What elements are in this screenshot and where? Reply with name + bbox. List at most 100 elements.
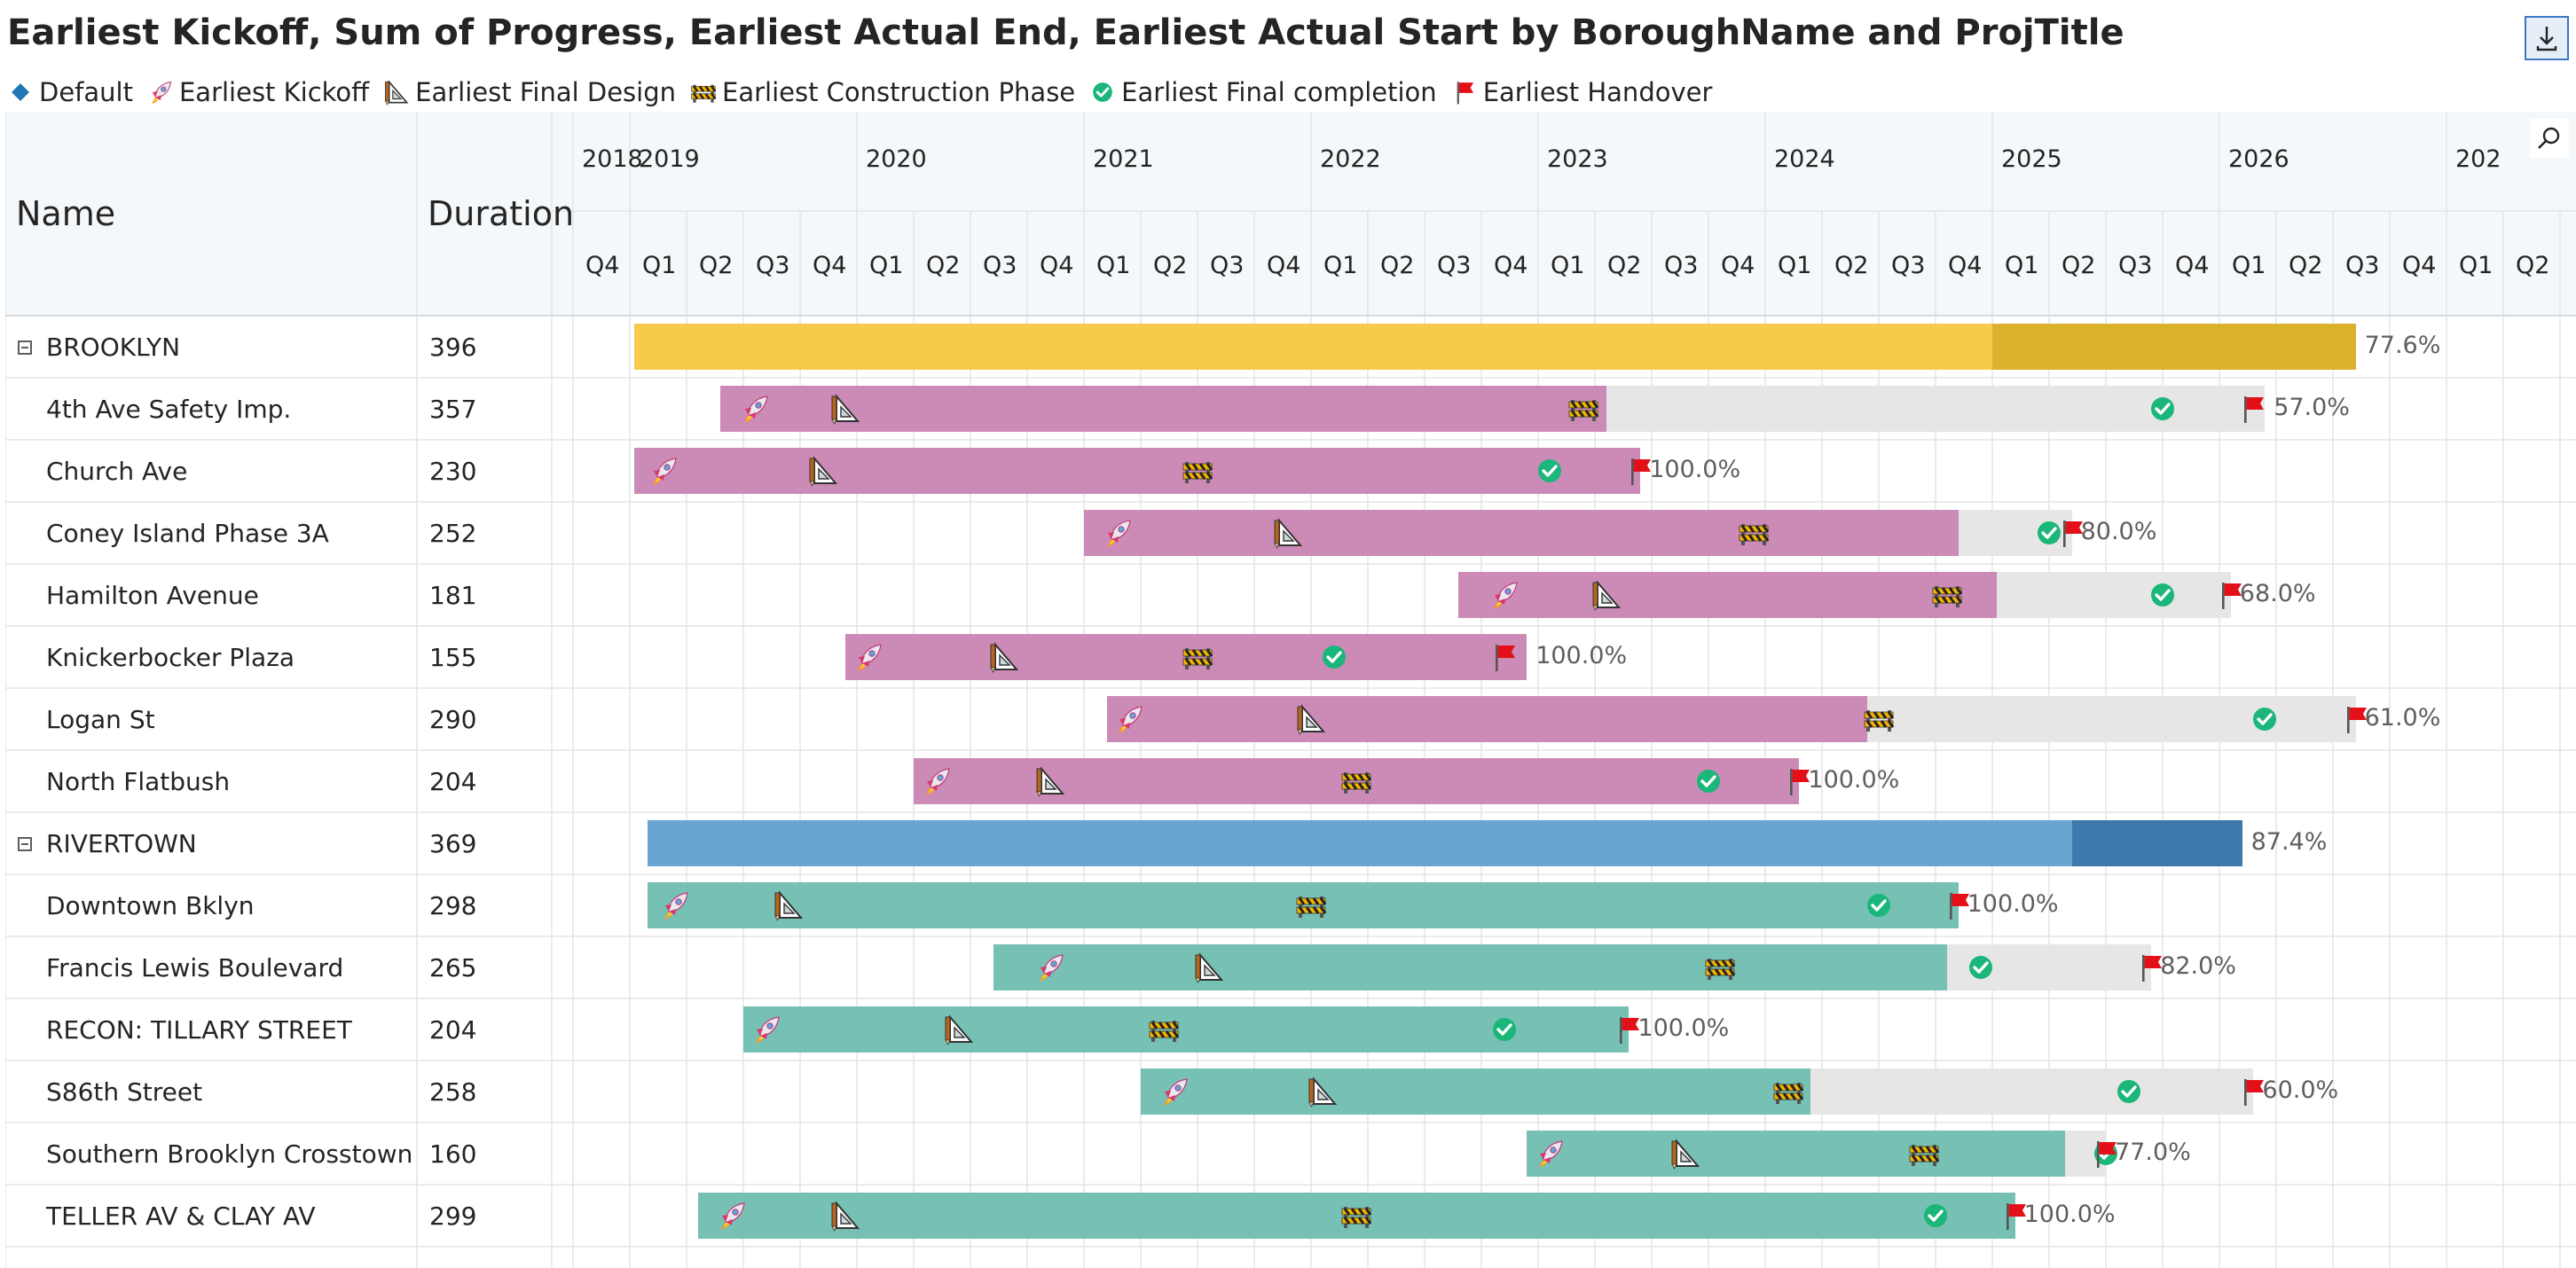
project-row-name[interactable]: Coney Island Phase 3A — [46, 518, 329, 548]
collapse-toggle[interactable] — [18, 837, 32, 851]
milestone-handover[interactable] — [1783, 765, 1815, 797]
milestone-completion[interactable] — [1534, 455, 1566, 487]
milestone-design[interactable] — [1295, 703, 1327, 735]
milestone-completion[interactable] — [1965, 951, 1997, 983]
milestone-handover[interactable] — [2237, 1076, 2269, 1108]
milestone-kickoff[interactable] — [1034, 951, 1066, 983]
project-row-name[interactable]: Francis Lewis Boulevard — [46, 952, 344, 982]
legend-item-handover[interactable]: Earliest Handover — [1451, 77, 1712, 107]
milestone-handover[interactable] — [1613, 1014, 1645, 1045]
milestone-completion[interactable] — [1863, 889, 1895, 921]
milestone-completion[interactable] — [2033, 517, 2065, 549]
legend-item-default[interactable]: Default — [7, 77, 133, 107]
milestone-kickoff[interactable] — [1488, 579, 1520, 611]
milestone-kickoff[interactable] — [659, 889, 691, 921]
group-bar-remaining[interactable] — [2071, 820, 2242, 866]
search-button[interactable] — [2530, 119, 2569, 158]
milestone-construction[interactable] — [1340, 1200, 1372, 1232]
task-bar-remaining[interactable] — [1867, 696, 2356, 742]
milestone-kickoff[interactable] — [1534, 1138, 1566, 1170]
project-row-name[interactable]: Downtown Bklyn — [46, 890, 255, 920]
milestone-design[interactable] — [829, 1200, 861, 1232]
project-row-name[interactable]: S86th Street — [46, 1076, 203, 1107]
task-bar[interactable] — [648, 882, 1959, 928]
milestone-construction[interactable] — [1738, 517, 1770, 549]
milestone-kickoff[interactable] — [739, 393, 771, 425]
milestone-design[interactable] — [1590, 579, 1622, 611]
milestone-handover[interactable] — [2135, 951, 2167, 983]
milestone-construction[interactable] — [1295, 889, 1327, 921]
milestone-construction[interactable] — [1567, 393, 1599, 425]
milestone-handover[interactable] — [2215, 579, 2247, 611]
milestone-construction[interactable] — [1148, 1014, 1180, 1045]
project-row-name[interactable]: RECON: TILLARY STREET — [46, 1014, 352, 1045]
task-bar[interactable] — [1106, 696, 1868, 742]
task-bar[interactable] — [743, 1006, 1630, 1053]
milestone-design[interactable] — [943, 1014, 975, 1045]
task-bar-remaining[interactable] — [1810, 1068, 2254, 1115]
milestone-design[interactable] — [988, 641, 1020, 673]
milestone-construction[interactable] — [1704, 951, 1736, 983]
collapse-toggle[interactable] — [18, 340, 32, 355]
group-row-name[interactable]: BROOKLYN — [46, 332, 181, 362]
column-header-name[interactable]: Name — [16, 194, 116, 233]
drill-down-button[interactable] — [2525, 16, 2569, 60]
task-bar[interactable] — [697, 1193, 2015, 1239]
project-row-name[interactable]: Logan St — [46, 704, 155, 734]
milestone-completion[interactable] — [2147, 579, 2179, 611]
milestone-handover[interactable] — [1999, 1200, 2031, 1232]
project-row-name[interactable]: Church Ave — [46, 456, 188, 486]
milestone-construction[interactable] — [1182, 641, 1213, 673]
milestone-construction[interactable] — [1863, 703, 1895, 735]
milestone-construction[interactable] — [1772, 1076, 1804, 1108]
legend-item-completion[interactable]: Earliest Final completion — [1089, 77, 1437, 107]
task-bar[interactable] — [1084, 510, 1959, 556]
milestone-completion[interactable] — [1318, 641, 1350, 673]
milestone-handover[interactable] — [2090, 1138, 2122, 1170]
legend-item-design[interactable]: Earliest Final Design — [383, 77, 676, 107]
milestone-design[interactable] — [1307, 1076, 1339, 1108]
legend-item-kickoff[interactable]: Earliest Kickoff — [147, 77, 369, 107]
milestone-handover[interactable] — [2237, 393, 2269, 425]
project-row-name[interactable]: North Flatbush — [46, 766, 231, 796]
milestone-design[interactable] — [1272, 517, 1304, 549]
group-bar[interactable] — [634, 324, 1992, 370]
milestone-completion[interactable] — [2147, 393, 2179, 425]
legend-item-construction[interactable]: Earliest Construction Phase — [690, 77, 1075, 107]
milestone-design[interactable] — [1193, 951, 1225, 983]
milestone-kickoff[interactable] — [1102, 517, 1134, 549]
milestone-design[interactable] — [1669, 1138, 1701, 1170]
milestone-completion[interactable] — [2249, 703, 2281, 735]
milestone-design[interactable] — [773, 889, 805, 921]
task-bar[interactable] — [1527, 1131, 2065, 1177]
milestone-kickoff[interactable] — [1158, 1076, 1190, 1108]
project-row-name[interactable]: 4th Ave Safety Imp. — [46, 394, 292, 424]
project-row-name[interactable]: Southern Brooklyn Crosstown — [46, 1139, 413, 1169]
project-row-name[interactable]: TELLER AV & CLAY AV — [46, 1201, 316, 1231]
milestone-construction[interactable] — [1931, 579, 1963, 611]
task-bar[interactable] — [720, 386, 1606, 432]
milestone-handover[interactable] — [2340, 703, 2372, 735]
milestone-design[interactable] — [829, 393, 861, 425]
task-bar-remaining[interactable] — [1997, 572, 2231, 618]
project-row-name[interactable]: Hamilton Avenue — [46, 580, 259, 610]
milestone-design[interactable] — [807, 455, 839, 487]
milestone-handover[interactable] — [2056, 517, 2088, 549]
milestone-kickoff[interactable] — [716, 1200, 748, 1232]
milestone-completion[interactable] — [1920, 1200, 1952, 1232]
milestone-kickoff[interactable] — [750, 1014, 782, 1045]
milestone-construction[interactable] — [1908, 1138, 1940, 1170]
milestone-design[interactable] — [1034, 765, 1066, 797]
task-bar[interactable] — [1141, 1068, 1811, 1115]
task-bar[interactable] — [993, 944, 1947, 990]
milestone-completion[interactable] — [2113, 1076, 2145, 1108]
column-header-duration[interactable]: Duration — [428, 194, 575, 233]
task-bar[interactable] — [1458, 572, 1998, 618]
milestone-kickoff[interactable] — [921, 765, 953, 797]
task-bar[interactable] — [914, 758, 1800, 804]
milestone-construction[interactable] — [1182, 455, 1213, 487]
group-bar-remaining[interactable] — [1992, 324, 2356, 370]
milestone-completion[interactable] — [1692, 765, 1724, 797]
task-bar[interactable] — [634, 448, 1641, 494]
milestone-construction[interactable] — [1340, 765, 1372, 797]
